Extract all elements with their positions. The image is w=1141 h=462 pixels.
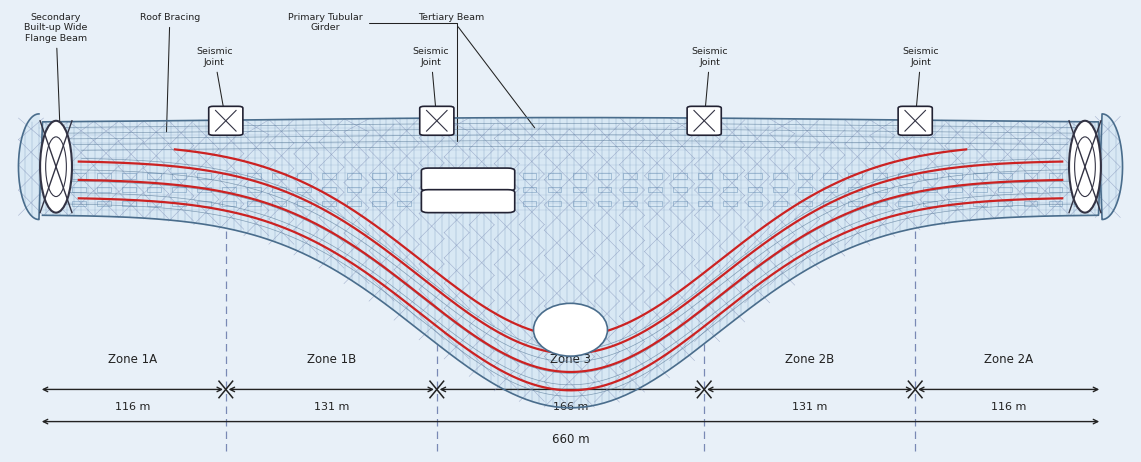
Ellipse shape — [1069, 121, 1101, 213]
FancyBboxPatch shape — [421, 168, 515, 191]
Text: Zone 3: Zone 3 — [550, 353, 591, 366]
Text: 131 m: 131 m — [314, 402, 349, 412]
Text: Zone 1B: Zone 1B — [307, 353, 356, 366]
Text: Primary Tubular
Girder: Primary Tubular Girder — [289, 13, 456, 141]
Text: 116 m: 116 m — [115, 402, 151, 412]
FancyBboxPatch shape — [209, 106, 243, 135]
Polygon shape — [18, 114, 1123, 408]
Text: Zone 2B: Zone 2B — [785, 353, 834, 366]
Text: Secondary
Built-up Wide
Flange Beam: Secondary Built-up Wide Flange Beam — [24, 13, 88, 141]
Text: 660 m: 660 m — [552, 432, 589, 445]
Text: Seismic
Joint: Seismic Joint — [691, 47, 728, 118]
FancyBboxPatch shape — [898, 106, 932, 135]
FancyBboxPatch shape — [687, 106, 721, 135]
Text: Seismic
Joint: Seismic Joint — [196, 47, 233, 118]
Text: Zone 1A: Zone 1A — [107, 353, 157, 366]
Text: Seismic
Joint: Seismic Joint — [413, 47, 450, 118]
Text: 116 m: 116 m — [990, 402, 1026, 412]
Ellipse shape — [534, 304, 607, 356]
Text: Roof Bracing: Roof Bracing — [139, 13, 200, 132]
Ellipse shape — [40, 121, 72, 213]
Text: 166 m: 166 m — [552, 402, 589, 412]
FancyBboxPatch shape — [420, 106, 454, 135]
Text: 131 m: 131 m — [792, 402, 827, 412]
Text: Tertiary Beam: Tertiary Beam — [418, 13, 535, 128]
FancyBboxPatch shape — [421, 190, 515, 213]
Text: Zone 2A: Zone 2A — [984, 353, 1034, 366]
Text: Seismic
Joint: Seismic Joint — [903, 47, 939, 118]
